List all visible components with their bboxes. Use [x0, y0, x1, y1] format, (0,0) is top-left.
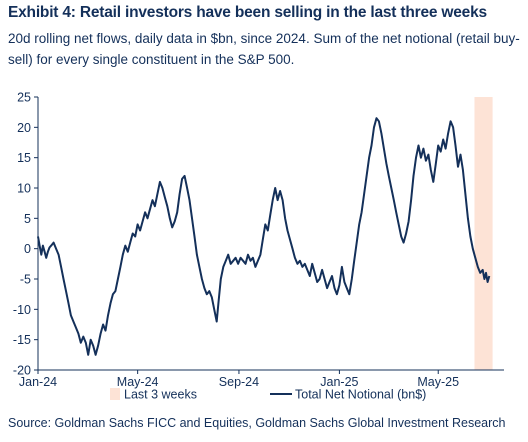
y-tick-label: 0: [24, 242, 31, 256]
y-tick-label: -20: [13, 364, 31, 378]
highlight-band: [474, 97, 493, 370]
source-note: Source: Goldman Sachs FICC and Equities,…: [8, 416, 506, 430]
legend-label-line: Total Net Notional (bn$): [295, 388, 426, 402]
line-layer: [37, 117, 491, 356]
x-tick-label: May-25: [417, 375, 459, 389]
y-tick-label: -5: [20, 273, 31, 287]
chart-title: Exhibit 4: Retail investors have been se…: [8, 4, 487, 21]
y-tick-label: 15: [17, 151, 31, 165]
y-tick-label: 10: [17, 182, 31, 196]
x-tick-label: May-24: [117, 375, 159, 389]
highlight-layer: [474, 97, 493, 370]
axis-layer: -20 -15 -10 -5 0 5 10 15 20 25 Jan-24 May-24 Sep-24 J…: [13, 91, 504, 389]
chart-subtitle: 20d rolling net flows, daily data in $bn…: [8, 31, 520, 67]
x-tick-label: Jan-24: [19, 375, 57, 389]
legend-swatch-highlight: [110, 388, 120, 400]
x-tick-label: Sep-24: [219, 375, 259, 389]
y-tick-label: 20: [17, 121, 31, 135]
legend-layer: Last 3 weeks Total Net Notional (bn$): [110, 388, 426, 402]
series-line: [37, 117, 491, 356]
y-tick-label: 5: [24, 212, 31, 226]
x-tick-label: Jan-25: [320, 375, 358, 389]
line-chart: -20 -15 -10 -5 0 5 10 15 20 25 Jan-24 May-24 Sep-24 J…: [13, 91, 504, 402]
y-tick-label: 25: [17, 91, 31, 105]
legend-label-highlight: Last 3 weeks: [124, 388, 197, 402]
y-tick-label: -15: [13, 333, 31, 347]
y-tick-label: -10: [13, 303, 31, 317]
